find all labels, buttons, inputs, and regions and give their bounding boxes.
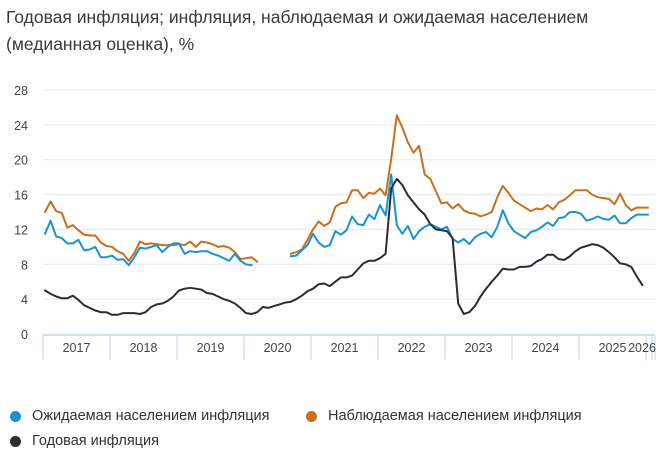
series-line-2	[44, 177, 644, 316]
y-tick-label: 4	[21, 293, 28, 307]
y-tick-label: 24	[14, 119, 28, 133]
y-tick-label: 28	[14, 84, 28, 98]
series-line-0	[44, 173, 649, 267]
legend-label: Ожидаемая населением инфляция	[32, 408, 270, 424]
chart-title: Годовая инфляция; инфляция, наблюдаемая …	[6, 7, 589, 54]
x-tick-label: 2018	[130, 341, 158, 355]
y-tick-label: 16	[14, 189, 28, 203]
x-tick-label: 2025	[599, 341, 627, 355]
x-tick-label: 2017	[63, 341, 91, 355]
x-tick-label: 2019	[197, 341, 225, 355]
x-tick-label: 2022	[398, 341, 426, 355]
x-tick-label: 2026	[628, 341, 656, 355]
y-tick-label: 12	[14, 223, 28, 237]
y-tick-label: 0	[21, 328, 28, 342]
legend-marker-cpi	[10, 435, 21, 447]
legend-label: Наблюдаемая населением инфляция	[328, 408, 582, 424]
x-tick-label: 2024	[532, 341, 560, 355]
legend-label: Годовая инфляция	[32, 433, 159, 449]
x-tick-label: 2023	[465, 341, 493, 355]
legend-item-cpi[interactable]: Годовая инфляция	[10, 433, 159, 449]
legend-marker-observed	[306, 410, 317, 422]
legend-marker-expected	[10, 410, 21, 422]
legend-item-observed[interactable]: Наблюдаемая населением инфляция	[306, 408, 582, 424]
legend-item-expected[interactable]: Ожидаемая населением инфляция	[10, 408, 269, 424]
y-tick-label: 8	[21, 258, 28, 272]
x-tick-label: 2020	[264, 341, 292, 355]
series-line-1	[44, 114, 649, 263]
y-tick-label: 20	[14, 154, 28, 168]
x-tick-label: 2021	[331, 341, 359, 355]
